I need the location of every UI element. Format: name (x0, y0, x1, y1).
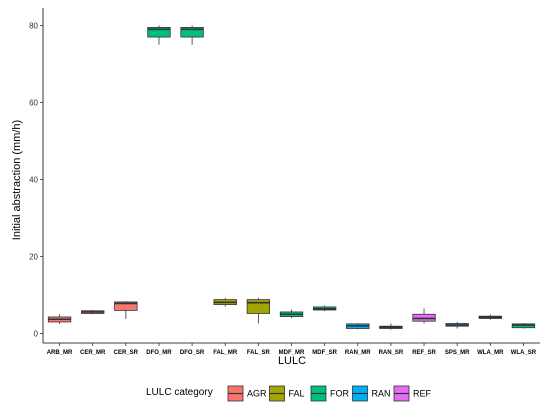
legend-label: FOR (330, 389, 349, 399)
legend-entry-ran: RAN (352, 385, 391, 402)
y-tick-label: 0 (34, 330, 39, 339)
legend-entry-ref: REF (393, 385, 432, 402)
box-arb_mr (47, 314, 72, 324)
legend-label: AGR (247, 389, 267, 399)
box-ran_sr (379, 323, 403, 330)
box-sps_mr (445, 321, 469, 329)
legend-entry-for: FOR (310, 385, 349, 402)
box-body (114, 301, 138, 311)
box-cer_sr (114, 301, 138, 319)
x-tick-label: ARB_MR (47, 350, 73, 356)
x-tick-label: REF_SR (412, 350, 436, 356)
x-tick-label: RAN_MR (345, 350, 371, 356)
legend-entry-fal: FAL (269, 385, 305, 402)
box-ref_sr (412, 308, 436, 324)
box-body (246, 299, 271, 314)
box-mdf_sr (312, 305, 337, 312)
box-dfo_sr (180, 25, 204, 45)
x-tick-label: WLA_MR (477, 350, 504, 356)
box-fal_mr (213, 297, 237, 307)
box-mdf_mr (279, 309, 304, 319)
y-tick-label: 40 (29, 176, 38, 185)
x-tick-label: FAL_MR (213, 350, 238, 356)
x-tick-label: WLA_SR (511, 350, 537, 356)
box-wla_sr (511, 323, 536, 329)
y-tick-label: 60 (29, 99, 38, 108)
legend-label: REF (413, 389, 432, 399)
x-tick-label: DFO_SR (180, 350, 205, 356)
box-dfo_mr (147, 25, 171, 45)
x-tick-label: CER_MR (80, 350, 106, 356)
x-tick-label: MDF_SR (312, 350, 337, 356)
box-ran_mr (346, 323, 370, 330)
box-fal_sr (246, 297, 271, 324)
y-tick-label: 20 (29, 253, 38, 262)
box-cer_mr (81, 310, 105, 315)
legend-entry-agr: AGR (227, 385, 267, 402)
x-tick-label: SPS_MR (445, 350, 470, 356)
x-axis-title: LULC (278, 355, 306, 367)
x-tick-label: FAL_SR (247, 350, 271, 356)
plot-area: 0 20 40 60 80 ARB_MR CER_MR CER_SR DFO_MR DFO_SR F… (29, 8, 540, 356)
legend-label: RAN (372, 389, 391, 399)
box-body (180, 27, 204, 38)
y-axis-title: Initial abstraction (mm/h) (11, 120, 23, 240)
box-body (147, 27, 171, 38)
y-tick-label: 80 (29, 22, 38, 31)
x-tick-label: RAN_SR (379, 350, 404, 356)
x-tick-label: DFO_MR (146, 350, 172, 356)
x-tick-label: CER_SR (114, 350, 139, 356)
legend: LULC category AGR FAL FOR RAN REF (146, 385, 432, 402)
legend-title: LULC category (146, 387, 213, 398)
box-wla_mr (478, 314, 502, 320)
legend-label: FAL (289, 389, 305, 399)
x-tick-label: MDF_MR (279, 350, 305, 356)
